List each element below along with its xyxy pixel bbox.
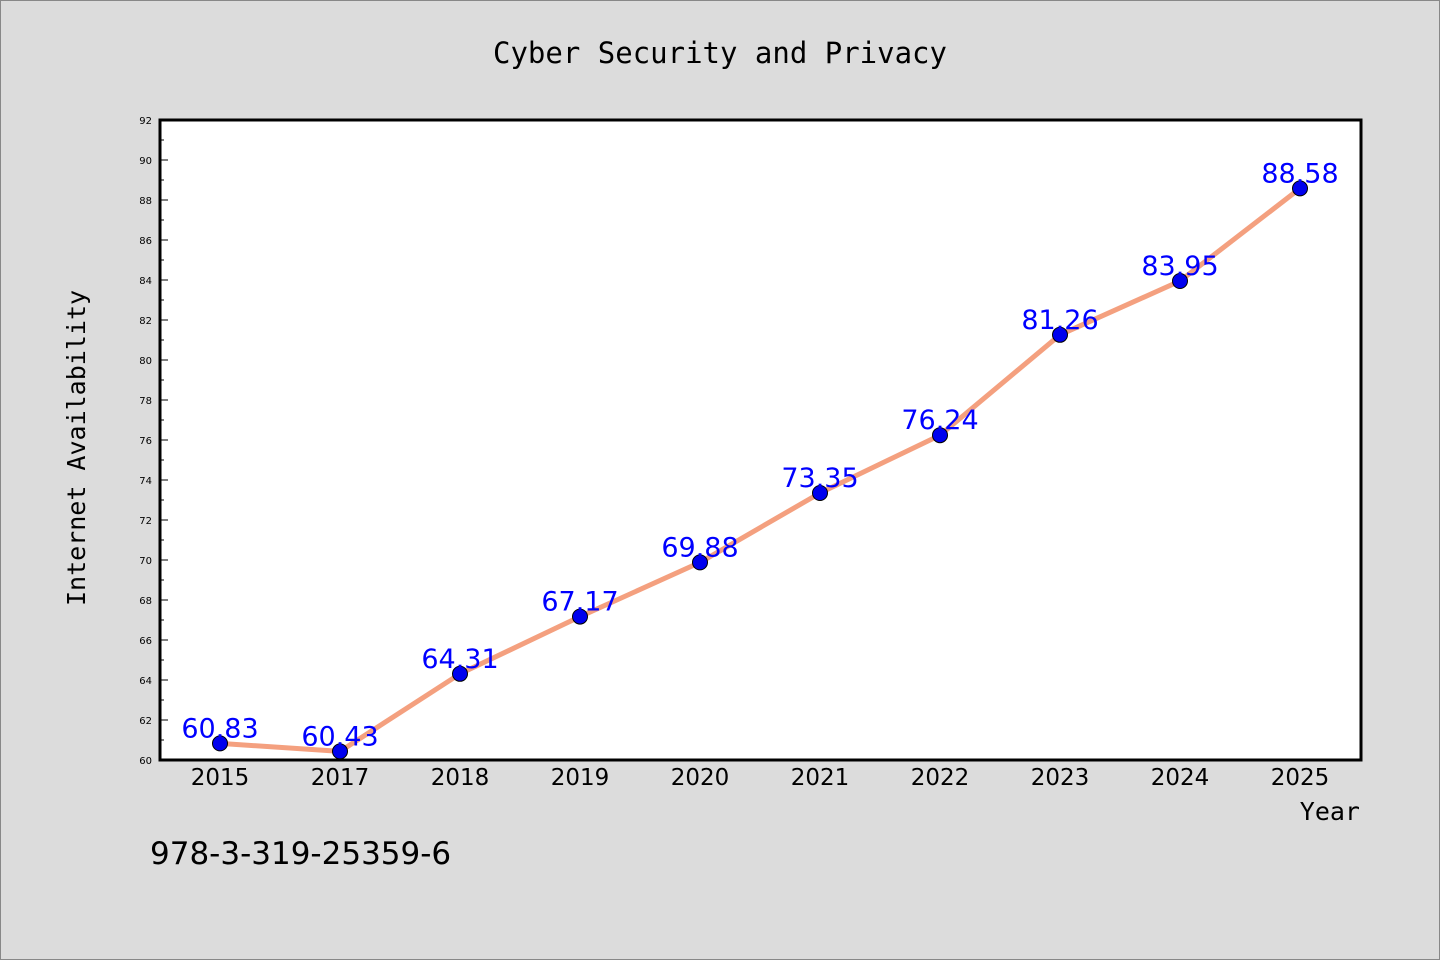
y-tick-label: 70 [139,556,152,567]
y-tick-label: 60 [139,756,152,767]
data-label: 69.88 [661,532,738,563]
y-tick-label: 78 [139,396,152,407]
data-point-marker [1292,180,1308,197]
x-tick-label: 2021 [791,765,850,791]
data-label: 60.83 [181,713,258,744]
x-tick-label: 2020 [671,765,730,791]
x-tick-label: 2024 [1151,765,1210,791]
x-tick-label: 2017 [311,765,370,791]
y-tick-label: 74 [139,476,152,487]
y-tick-label: 62 [139,716,152,727]
data-point-marker [812,485,828,501]
y-tick-label: 84 [139,276,152,287]
data-label: 73.35 [781,463,858,494]
y-tick-label: 92 [139,116,152,127]
y-axis-label: Internet Availability [62,290,91,606]
y-tick-label: 80 [139,356,152,367]
y-tick-label: 76 [139,436,152,447]
plot-area [158,118,1363,762]
data-label: 64.31 [421,644,498,675]
data-point-marker [1172,273,1188,289]
y-tick-label: 88 [139,196,152,207]
y-tick-label: 86 [139,236,152,247]
series-line-group [217,185,1303,754]
y-tick-label: 64 [139,676,152,687]
y-tick-label: 72 [139,516,152,527]
data-label-group: 60.83 60.43 64.31 67.17 69.88 73.35 76.24 81.26… [181,158,1338,752]
data-point-marker [332,743,348,760]
marker-group [212,180,1308,760]
y-tick-label: 66 [139,636,152,647]
x-axis-label: Year [1300,797,1360,826]
data-point-marker [212,735,228,752]
data-label: 81.26 [1021,305,1098,336]
data-label: 88.58 [1261,158,1338,189]
chart-title: Cyber Security and Privacy [493,36,947,70]
data-label: 83.95 [1141,251,1218,282]
x-tick-label: 2019 [551,765,610,791]
x-tick-label: 2015 [191,765,250,791]
data-point-marker [932,427,948,444]
data-point-marker [692,554,708,571]
data-label: 76.24 [901,405,978,436]
isbn-annotation: 978-3-319-25359-6 [150,836,451,872]
data-label: 67.17 [541,587,618,618]
y-tick-label: 82 [139,316,152,327]
data-point-marker [452,665,468,682]
series-line [217,185,1303,754]
x-tick-label: 2018 [431,765,490,791]
x-tick-label: 2023 [1031,765,1090,791]
data-label: 60.43 [301,721,378,752]
y-tick-label: 90 [139,156,152,167]
x-tick-label: 2022 [911,765,970,791]
y-tick-label: 68 [139,596,152,607]
data-point-marker [572,608,588,625]
y-axis: 60 62 64 66 68 70 72 74 76 78 80 82 84 86 88 90 92 [139,116,168,767]
data-point-marker [1052,326,1068,343]
x-tick-label: 2025 [1271,765,1330,791]
x-axis: 2015 2017 2018 2019 2020 2021 2022 2023 2024 2025 [191,765,1330,791]
